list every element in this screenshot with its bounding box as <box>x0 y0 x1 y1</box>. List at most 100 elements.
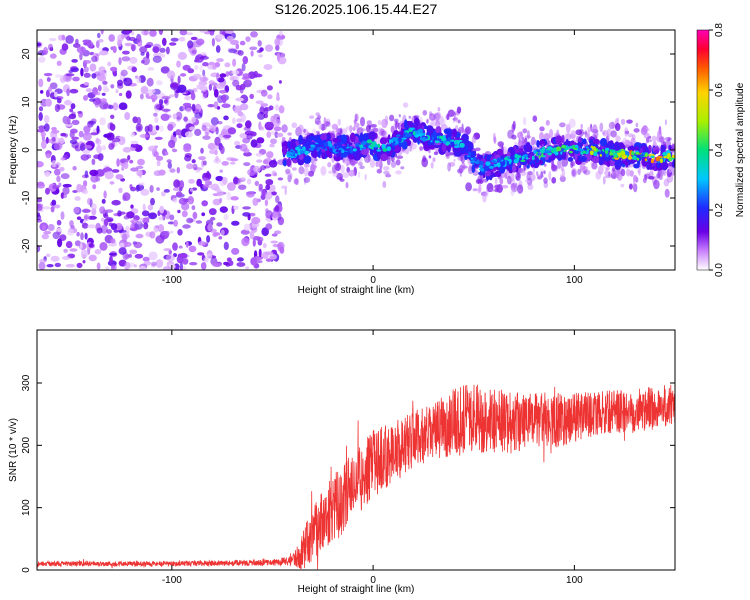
heat-cell <box>638 154 645 157</box>
heat-cell <box>585 146 589 149</box>
heat-cell <box>320 134 328 141</box>
heat-cell <box>264 173 272 177</box>
heat-cell <box>626 141 631 146</box>
heat-cell <box>172 242 178 251</box>
heat-cell <box>178 36 186 42</box>
heat-cell <box>242 73 250 79</box>
heat-cell <box>123 30 133 34</box>
heat-cell <box>78 130 84 138</box>
heat-cell <box>668 164 673 173</box>
heat-cell <box>290 173 293 180</box>
heat-cell <box>440 118 446 127</box>
heat-cell <box>451 128 458 138</box>
heat-cell <box>117 136 126 146</box>
heat-cell <box>158 216 164 221</box>
heat-cell <box>497 141 505 147</box>
heat-cell <box>167 123 174 131</box>
heat-cell <box>173 219 179 227</box>
heat-cell <box>37 182 46 189</box>
heat-cell <box>221 94 227 104</box>
heat-cell <box>268 160 278 168</box>
heat-cell <box>111 169 120 173</box>
heat-cell <box>605 166 611 171</box>
heat-cell <box>358 161 363 166</box>
heat-cell <box>361 128 367 132</box>
heat-cell <box>377 119 382 126</box>
heat-cell <box>225 71 230 77</box>
heat-cell <box>324 148 328 151</box>
heat-cell <box>439 135 444 139</box>
heat-cell <box>130 44 137 51</box>
heat-cell <box>656 173 660 179</box>
heat-cell <box>80 154 90 161</box>
heat-cell <box>286 158 292 167</box>
heat-cell <box>555 135 563 145</box>
heat-cell <box>510 187 515 197</box>
heat-cell <box>195 54 204 63</box>
heat-cell <box>414 117 420 127</box>
heat-cell <box>412 131 416 136</box>
heat-cell <box>308 147 314 151</box>
spectrogram-y-axis-label: Frequency (Hz) <box>8 116 19 185</box>
heat-cell <box>84 232 88 240</box>
heat-cell <box>216 83 226 89</box>
heat-cell <box>62 186 70 195</box>
heat-cell <box>345 148 350 151</box>
heat-cell <box>552 147 557 152</box>
heat-cell <box>459 167 462 177</box>
heat-cell <box>395 170 402 175</box>
heat-cell <box>95 169 105 177</box>
heat-cell <box>485 188 489 198</box>
heat-cell <box>549 128 554 139</box>
heat-cell <box>96 125 100 134</box>
heat-cell <box>274 205 280 212</box>
heat-cell <box>82 208 90 213</box>
heat-cell <box>51 199 57 206</box>
heat-cell <box>352 159 357 164</box>
heat-cell <box>563 149 566 153</box>
heat-cell <box>295 147 300 151</box>
heat-cell <box>657 155 663 159</box>
heat-cell <box>212 198 222 206</box>
heat-cell <box>45 136 49 144</box>
heat-cell <box>172 113 177 120</box>
heat-cell <box>459 142 465 148</box>
heat-cell <box>660 159 663 164</box>
heat-cell <box>479 160 484 166</box>
heat-cell <box>303 147 306 150</box>
heat-cell <box>570 130 577 140</box>
heat-cell <box>54 262 61 268</box>
heat-cell <box>42 224 46 231</box>
heat-cell <box>135 184 140 192</box>
heat-cell <box>309 115 315 119</box>
heat-cell <box>106 229 112 234</box>
heat-cell <box>608 121 616 130</box>
heat-cell <box>435 126 441 134</box>
heat-cell <box>215 175 224 182</box>
heat-cell <box>256 159 263 163</box>
heat-cell <box>140 93 144 100</box>
heat-cell <box>54 168 61 176</box>
heat-cell <box>249 230 255 240</box>
heat-cell <box>180 73 187 77</box>
heat-cell <box>376 151 381 160</box>
heat-cell <box>638 165 641 176</box>
heat-cell <box>476 159 480 165</box>
heat-cell <box>493 161 498 164</box>
heat-cell <box>163 99 168 104</box>
heat-cell <box>232 117 236 124</box>
x-tick-label: -100 <box>162 575 182 586</box>
heat-cell <box>426 119 429 124</box>
heat-cell <box>72 190 78 193</box>
heat-cell <box>209 31 215 36</box>
heat-cell <box>520 159 526 162</box>
heat-cell <box>71 141 80 149</box>
heat-cell <box>177 75 181 84</box>
heat-cell <box>358 135 363 143</box>
heat-cell <box>370 142 376 148</box>
heat-cell <box>518 141 523 147</box>
heat-cell <box>602 130 609 137</box>
heat-cell <box>428 155 432 159</box>
heat-cell <box>123 161 129 170</box>
